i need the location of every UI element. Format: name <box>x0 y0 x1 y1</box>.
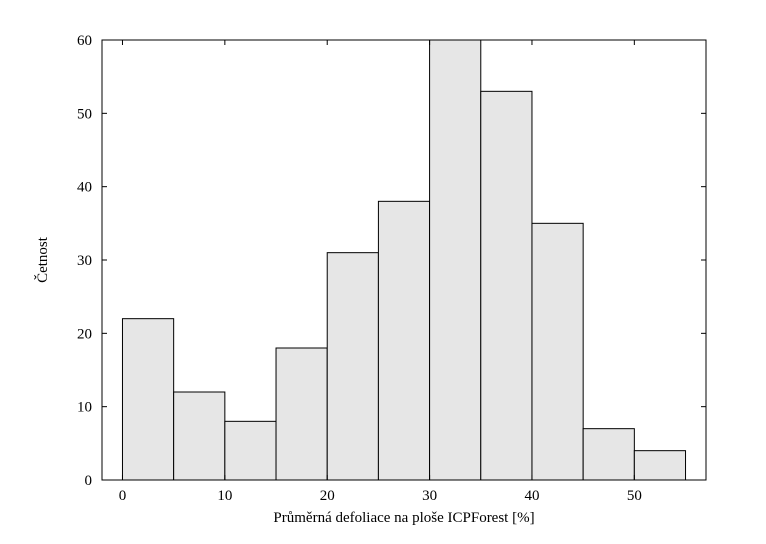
x-tick-label: 0 <box>119 488 127 504</box>
y-tick-label: 30 <box>77 253 92 269</box>
y-tick-label: 50 <box>77 106 92 122</box>
x-axis-label: Průměrná defoliace na ploše ICPForest [%… <box>273 510 534 526</box>
histogram-chart: 0 10 20 30 40 50 0 10 20 30 40 50 60 Průměrná defolia… <box>0 0 766 544</box>
x-tick-label: 30 <box>422 488 437 504</box>
y-axis-label: Četnost <box>34 236 51 283</box>
histogram-bar <box>174 392 225 480</box>
histogram-bar <box>378 201 429 480</box>
y-tick-label: 0 <box>85 473 93 489</box>
y-tick-label: 10 <box>77 400 92 416</box>
x-tick-label: 10 <box>217 488 232 504</box>
histogram-bar <box>481 91 532 480</box>
histogram-bar <box>327 253 378 480</box>
histogram-bar <box>532 223 583 480</box>
x-tick-label: 20 <box>320 488 335 504</box>
y-tick-label: 40 <box>77 180 92 196</box>
histogram-bar <box>430 40 481 480</box>
chart-svg: 0 10 20 30 40 50 0 10 20 30 40 50 60 Průměrná defolia… <box>0 0 766 544</box>
histogram-bar <box>583 429 634 480</box>
histogram-bar <box>122 319 173 480</box>
x-tick-label: 40 <box>524 488 539 504</box>
y-tick-label: 60 <box>77 33 92 49</box>
histogram-bar <box>225 421 276 480</box>
x-tick-label: 50 <box>627 488 642 504</box>
histogram-bar <box>634 451 685 480</box>
histogram-bar <box>276 348 327 480</box>
y-tick-label: 20 <box>77 326 92 342</box>
